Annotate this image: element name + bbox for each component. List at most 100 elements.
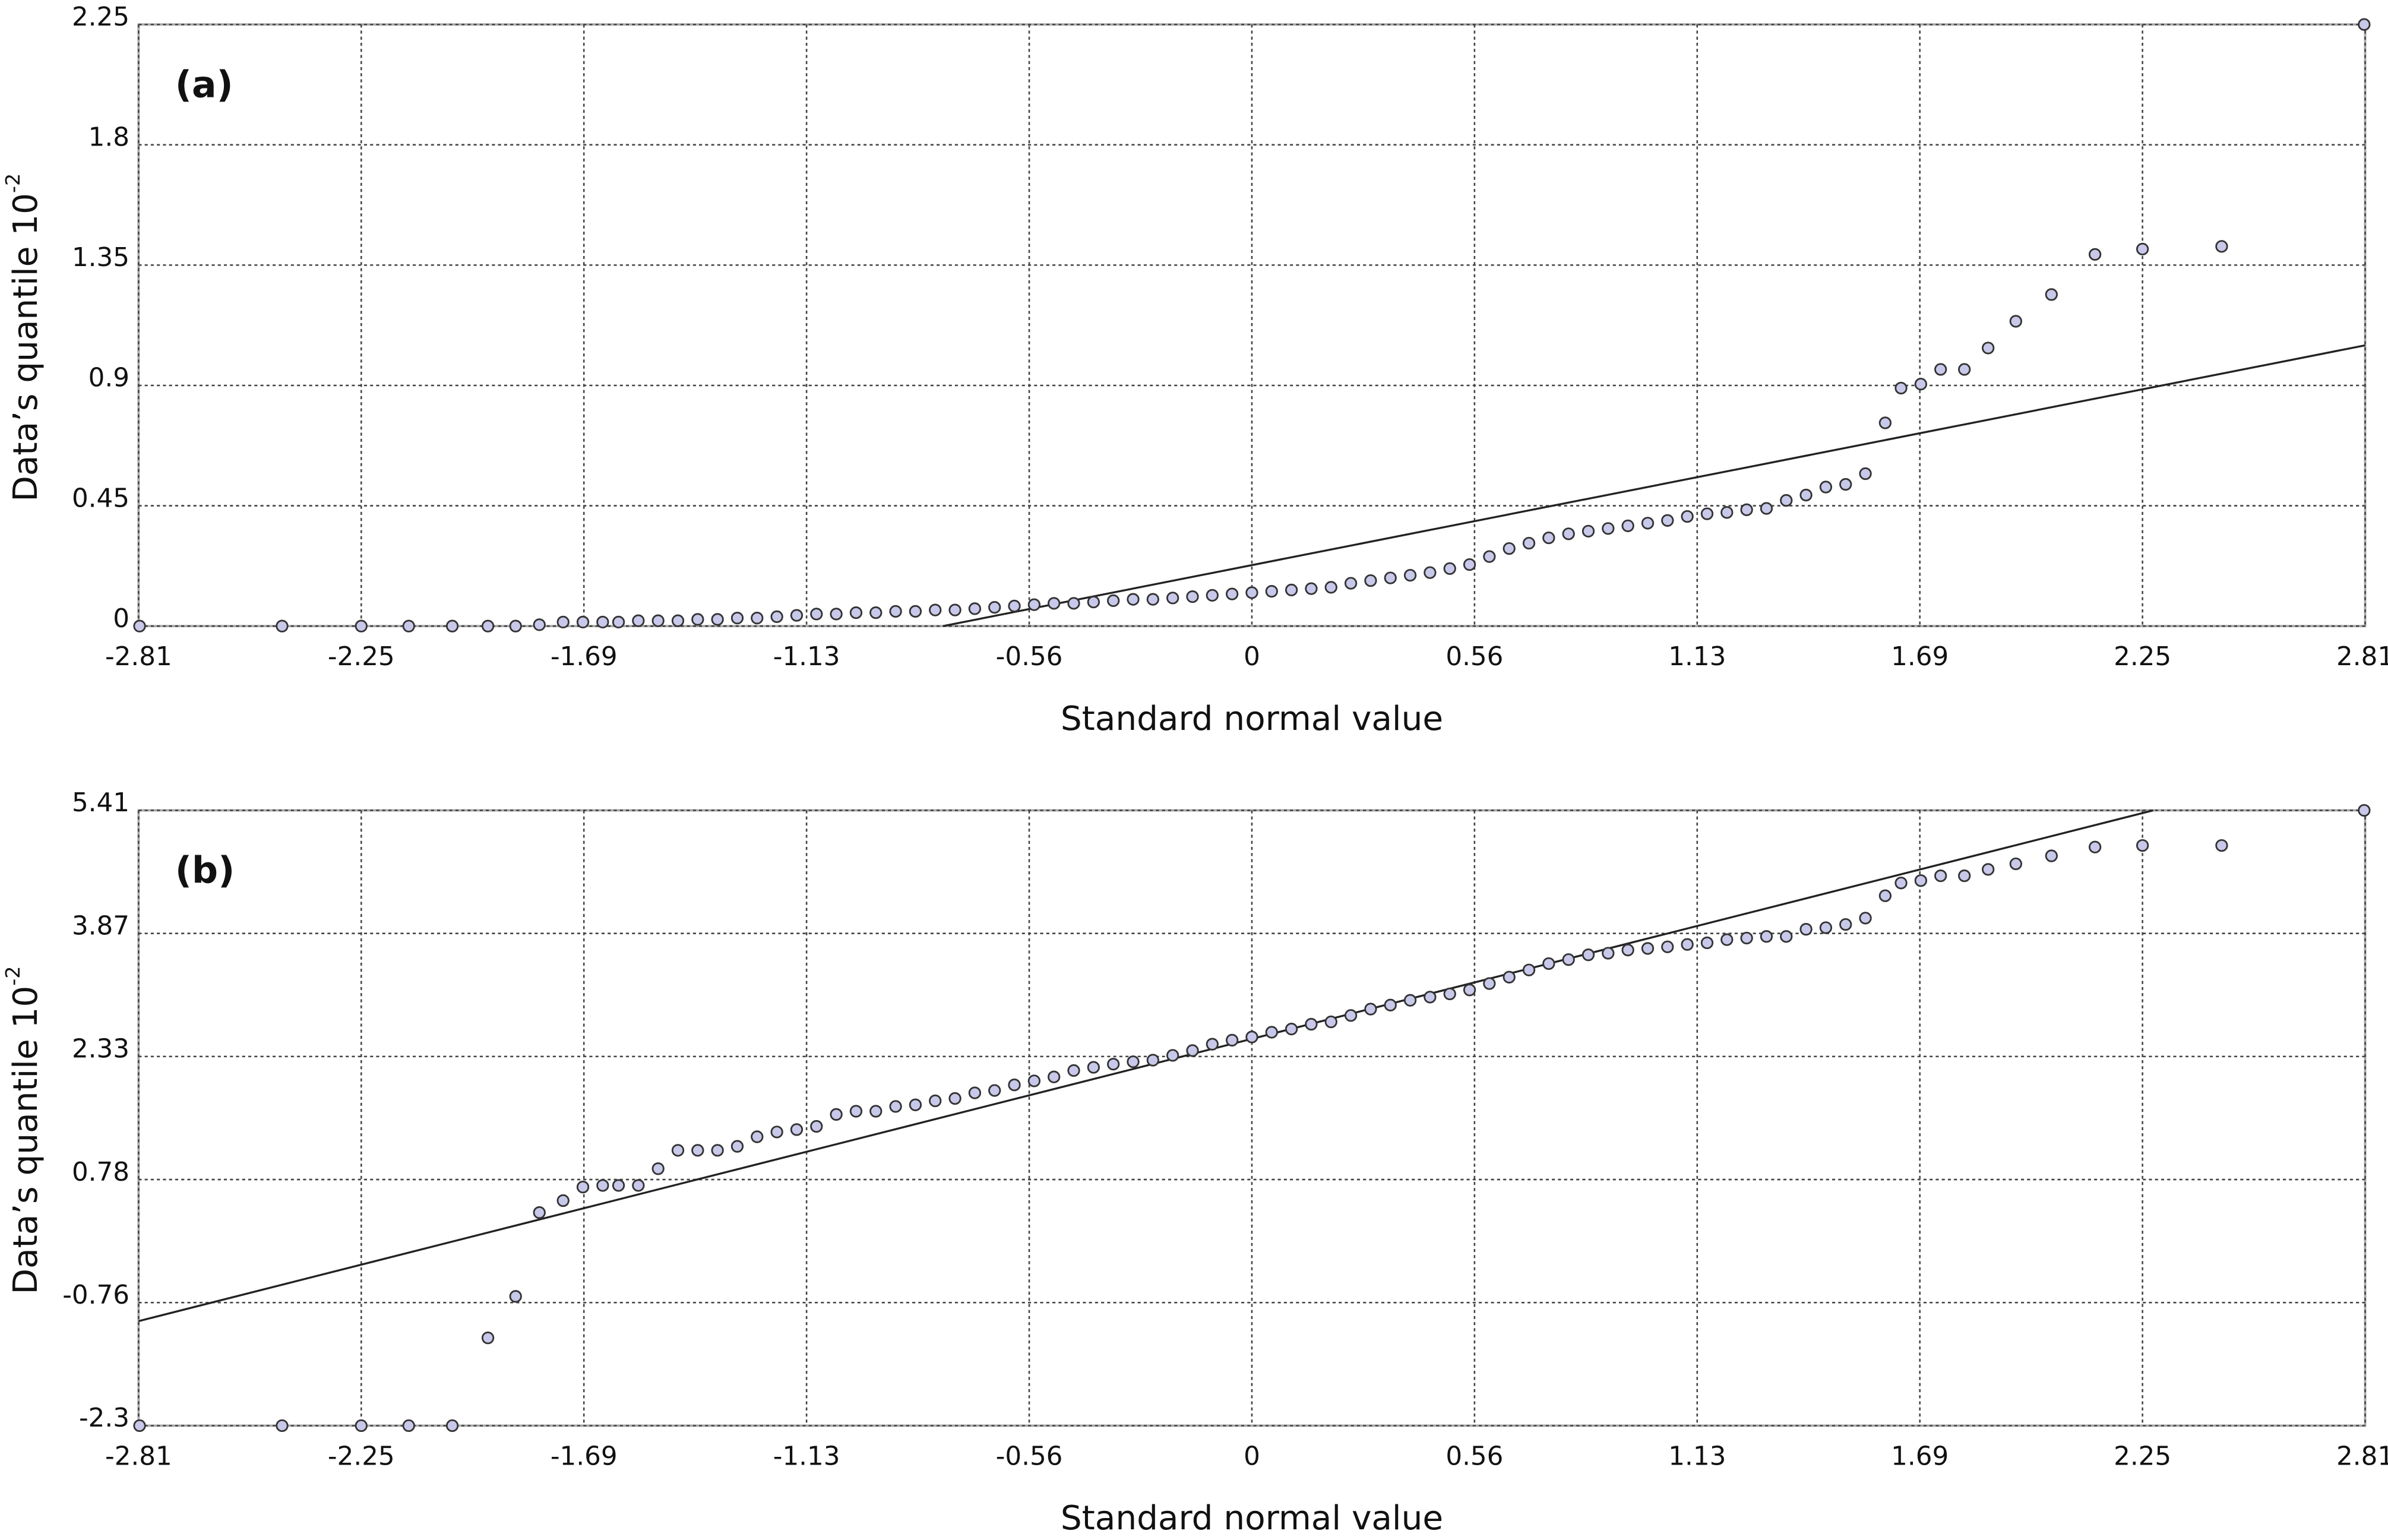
data-point [849,606,863,619]
data-point [596,615,609,629]
data-point [1661,514,1674,527]
x-tick-label: -2.81 [105,1441,172,1471]
data-point [1641,942,1655,955]
data-point [612,615,625,629]
data-point [711,1144,724,1157]
data-point [671,614,685,627]
data-point [1344,577,1358,590]
data-point [402,1419,415,1433]
data-point [1206,589,1219,602]
data-point [1894,381,1908,395]
data-point [830,1108,843,1121]
data-point [948,1092,961,1105]
data-point [1914,874,1928,887]
data-point [133,1419,146,1433]
x-tick-label: -2.81 [105,642,172,672]
data-point [730,1140,744,1153]
data-point [1364,1003,1377,1016]
data-point [2088,248,2102,261]
data-point [1859,467,1872,480]
data-point [1087,596,1100,609]
x-tick-label: 2.25 [2114,642,2171,672]
data-point [612,1179,625,1192]
data-point [596,1179,609,1192]
y-tick-label: 1.35 [72,243,129,273]
y-tick-label: 0 [113,604,129,634]
data-point [2215,240,2228,253]
data-point [1934,363,1947,376]
x-tick-label: 0.56 [1446,1441,1503,1471]
data-point [1403,568,1417,582]
fit-line [942,344,2365,627]
data-point [1324,581,1337,594]
data-point [1344,1009,1358,1022]
data-point [1621,943,1634,957]
data-point [276,1419,289,1433]
data-point [2136,839,2149,852]
data-point [1127,1055,1140,1068]
data-point [1285,1022,1298,1036]
data-point [1894,877,1908,890]
data-point [1799,488,1813,502]
data-point [1740,503,1753,516]
data-point [1503,542,1516,555]
data-point [2045,288,2058,301]
data-point [1384,571,1397,584]
data-point [2215,839,2228,852]
fit-line [138,809,2154,1323]
data-point [1127,593,1140,606]
data-point [1008,1079,1021,1092]
data-point [1878,889,1892,902]
x-tick-label: 0 [1244,642,1260,672]
y-tick-label: 2.25 [72,2,129,32]
data-point [1364,574,1377,587]
data-point [1780,494,1793,507]
data-point [509,619,522,633]
data-point [1819,921,1833,934]
data-point [1008,599,1021,613]
data-point [1463,984,1476,997]
data-point [1780,930,1793,943]
data-point [929,1094,942,1108]
data-point [1740,931,1753,945]
data-point [691,613,704,626]
data-point [651,614,665,627]
data-point [1265,584,1278,598]
data-point [968,602,982,615]
data-point [1107,1058,1120,1071]
data-point [909,605,922,618]
data-point [1760,930,1773,943]
x-tick-label: -0.56 [996,642,1063,672]
data-point [1067,597,1080,610]
data-point [1206,1038,1219,1051]
data-point [1958,869,1971,883]
data-point [869,606,883,619]
y-tick-label: 0.9 [88,363,129,393]
y-tick-label: 2.33 [72,1035,129,1064]
data-point [889,605,902,618]
data-point [1839,478,1852,491]
data-point [810,1120,823,1133]
data-point [1878,416,1892,429]
data-point [751,1130,764,1143]
data-point [1562,953,1575,966]
data-point [509,1290,522,1303]
data-point [556,615,570,629]
data-point [1265,1026,1278,1039]
data-point [1914,378,1928,391]
x-tick-label: 1.13 [1668,1441,1726,1471]
data-point [1107,594,1120,608]
panel: -2.81 -2.25 -1.69 -1.13 -0.56 0 0.56 1.13 1.69 2.… [1,2,2388,738]
data-point [2045,849,2058,862]
data-point [1562,527,1575,540]
data-point [1522,963,1536,976]
y-axis-title-exponent: -2 [1,966,24,986]
data-point [988,1084,1001,1097]
data-point [533,1206,546,1219]
data-point [790,1123,804,1136]
x-tick-label: 0.56 [1446,642,1503,672]
data-point [810,608,823,621]
data-point [869,1105,883,1118]
data-point [1542,957,1555,970]
